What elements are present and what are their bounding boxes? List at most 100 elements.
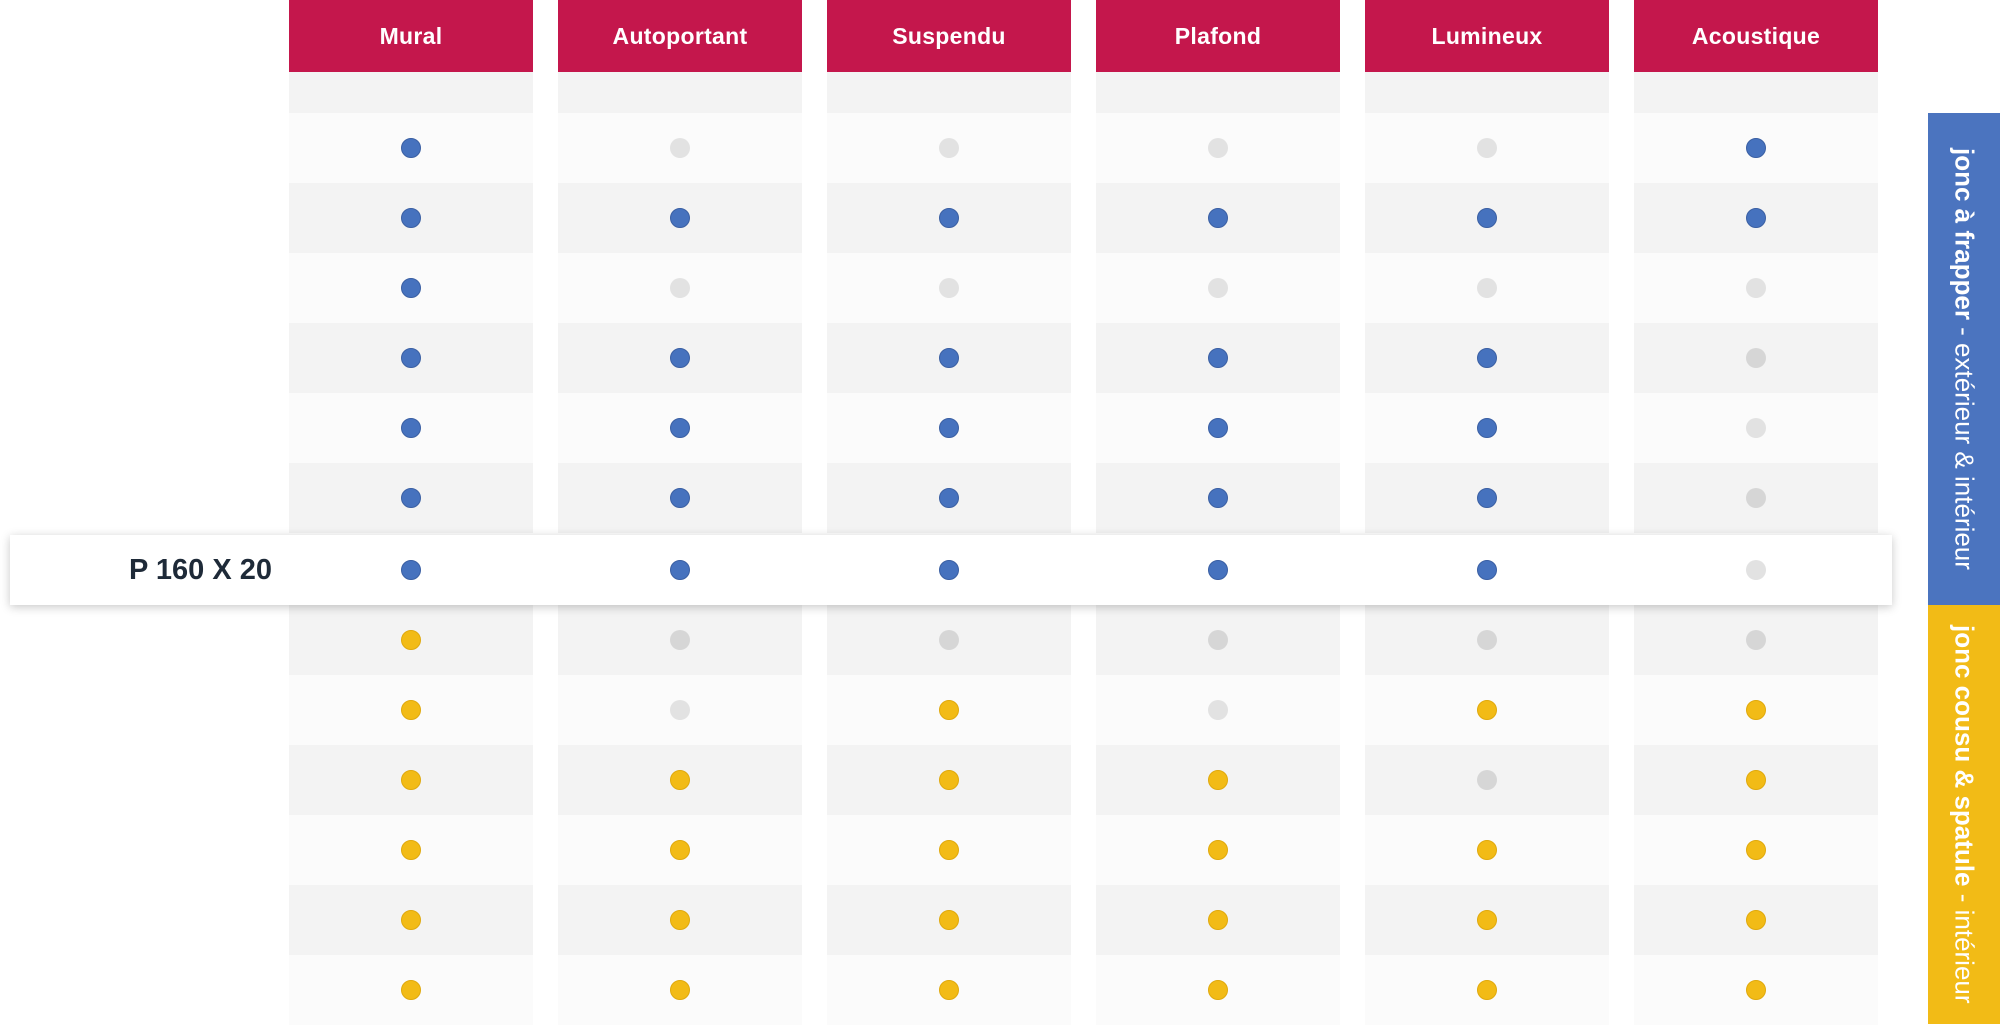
availability-dot-on: [670, 418, 690, 438]
availability-dot-off: [1208, 700, 1228, 720]
column-mural: Mural: [289, 0, 533, 1025]
table-cell: [558, 955, 802, 1025]
availability-dot-on: [401, 348, 421, 368]
availability-dot-on: [670, 560, 690, 580]
availability-dot-on: [939, 700, 959, 720]
table-cell: [1096, 605, 1340, 675]
table-cell: [289, 815, 533, 885]
table-cell: [1365, 113, 1609, 183]
availability-dot-on: [939, 770, 959, 790]
availability-dot-on: [670, 980, 690, 1000]
availability-dot-on: [939, 488, 959, 508]
column-header: Suspendu: [827, 0, 1071, 72]
highlight-row: P 160 X 20: [10, 535, 1892, 605]
availability-dot-on: [939, 208, 959, 228]
availability-dot-off: [1477, 278, 1497, 298]
table-cell: [1096, 885, 1340, 955]
table-cell: [289, 955, 533, 1025]
highlight-cell: [289, 535, 533, 605]
side-band-frapper-label: jonc à frapper - extérieur & intérieur: [1949, 148, 1980, 570]
table-cell: [558, 72, 802, 113]
availability-dot-on: [670, 348, 690, 368]
table-cell: [1096, 393, 1340, 463]
table-cell: [1096, 955, 1340, 1025]
availability-dot-on: [401, 770, 421, 790]
table-cell: [1634, 885, 1878, 955]
availability-dot-on: [1208, 840, 1228, 860]
availability-dot-on: [1477, 560, 1497, 580]
availability-dot-on: [939, 980, 959, 1000]
table-cell: [289, 72, 533, 113]
availability-dot-off: [1746, 488, 1766, 508]
availability-dot-on: [401, 488, 421, 508]
highlight-cell: [1634, 535, 1878, 605]
table-cell: [1096, 463, 1340, 533]
table-cell: [1096, 323, 1340, 393]
table-cell: [827, 463, 1071, 533]
table-cell: [289, 253, 533, 323]
availability-dot-on: [401, 630, 421, 650]
table-cell: [1634, 815, 1878, 885]
availability-dot-on: [1477, 700, 1497, 720]
availability-dot-on: [1746, 138, 1766, 158]
column-acoustique: Acoustique: [1634, 0, 1878, 1025]
availability-dot-on: [1477, 418, 1497, 438]
availability-dot-on: [401, 208, 421, 228]
table-cell: [1365, 605, 1609, 675]
table-cell: [1634, 183, 1878, 253]
availability-dot-off: [939, 138, 959, 158]
availability-dot-on: [1208, 980, 1228, 1000]
table-cell: [1365, 72, 1609, 113]
table-cell: [1096, 183, 1340, 253]
availability-dot-off: [1746, 630, 1766, 650]
table-cell: [1365, 393, 1609, 463]
table-cell: [827, 745, 1071, 815]
availability-dot-on: [670, 840, 690, 860]
table-cell: [1634, 72, 1878, 113]
availability-dot-on: [939, 418, 959, 438]
table-cell: [558, 113, 802, 183]
table-cell: [1634, 675, 1878, 745]
availability-dot-on: [1746, 910, 1766, 930]
table-cell: [558, 745, 802, 815]
table-cell: [827, 605, 1071, 675]
availability-dot-on: [1477, 208, 1497, 228]
table-cell: [1634, 113, 1878, 183]
availability-dot-on: [1208, 560, 1228, 580]
product-label: P 160 X 20: [129, 553, 272, 586]
availability-dot-on: [1208, 770, 1228, 790]
table-cell: [827, 323, 1071, 393]
column-header: Lumineux: [1365, 0, 1609, 72]
table-cell: [558, 885, 802, 955]
availability-dot-on: [939, 560, 959, 580]
table-cell: [289, 463, 533, 533]
availability-dot-on: [401, 138, 421, 158]
availability-dot-off: [670, 138, 690, 158]
table-cell: [827, 955, 1071, 1025]
table-cell: [1365, 463, 1609, 533]
availability-dot-on: [670, 770, 690, 790]
table-cell: [1096, 745, 1340, 815]
table-cell: [1096, 815, 1340, 885]
availability-dot-on: [939, 910, 959, 930]
table-cell: [558, 675, 802, 745]
availability-dot-off: [1746, 278, 1766, 298]
availability-dot-on: [401, 278, 421, 298]
table-cell: [1365, 183, 1609, 253]
table-cell: [1365, 745, 1609, 815]
table-cell: [1096, 675, 1340, 745]
table-cell: [1365, 675, 1609, 745]
table-cell: [1634, 605, 1878, 675]
availability-dot-on: [1746, 840, 1766, 860]
availability-dot-off: [670, 630, 690, 650]
table-cell: [558, 183, 802, 253]
availability-dot-on: [1208, 488, 1228, 508]
table-cell: [827, 253, 1071, 323]
table-cell: [1634, 253, 1878, 323]
availability-dot-on: [670, 488, 690, 508]
table-cell: [827, 183, 1071, 253]
table-cell: [1365, 253, 1609, 323]
availability-dot-off: [1208, 630, 1228, 650]
column-header: Mural: [289, 0, 533, 72]
